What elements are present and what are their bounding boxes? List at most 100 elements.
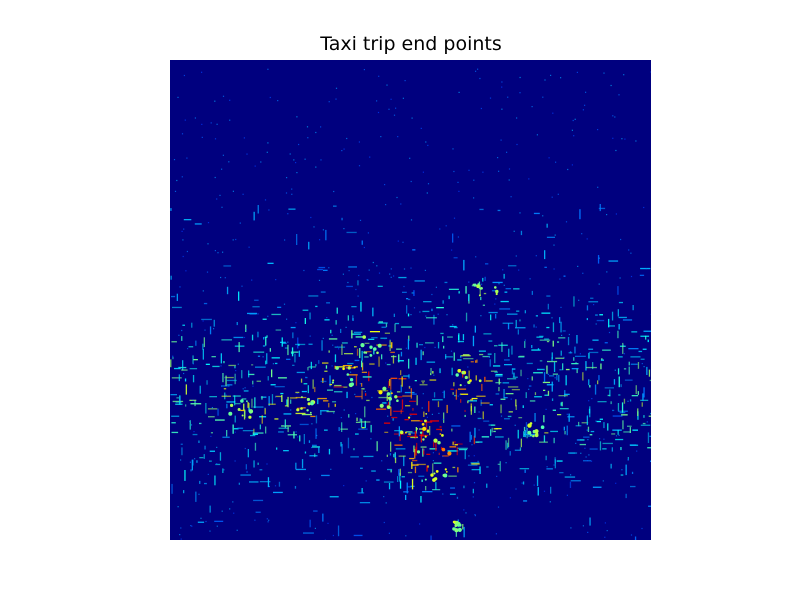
heat-cell (463, 358, 474, 360)
heat-cell (298, 143, 300, 146)
heat-cell (171, 341, 177, 343)
heat-cell (201, 123, 203, 125)
heat-cell (203, 302, 208, 305)
heat-cell (546, 326, 550, 329)
heat-cell (617, 309, 619, 317)
heat-cell (475, 360, 477, 363)
heat-cell (623, 398, 626, 404)
heat-cell (474, 514, 476, 516)
heat-cell (457, 388, 467, 390)
heat-cell (376, 100, 378, 102)
heat-hotspot (388, 397, 392, 401)
heat-cell (252, 385, 254, 387)
heat-cell (193, 359, 198, 361)
heat-cell (347, 362, 354, 365)
heat-hotspot (240, 399, 244, 403)
heat-cell (585, 456, 587, 458)
heat-cell (464, 385, 466, 387)
heat-cell (410, 388, 412, 399)
heat-cell (246, 470, 248, 473)
heat-cell (604, 387, 614, 389)
heat-cell (274, 362, 278, 365)
heat-cell (215, 463, 221, 466)
heat-cell (553, 268, 555, 270)
heat-cell (345, 326, 347, 328)
heat-cell (627, 400, 629, 402)
heat-cell (405, 535, 407, 537)
heat-cell (254, 519, 256, 521)
heat-cell (319, 239, 321, 241)
heat-hotspot (458, 523, 462, 527)
heat-cell (494, 345, 498, 347)
heat-cell (612, 415, 623, 417)
heat-cell (270, 384, 276, 386)
heat-cell (353, 331, 363, 333)
heat-cell (589, 385, 591, 388)
heat-cell (202, 290, 204, 292)
heat-cell (619, 277, 621, 279)
heat-cell (269, 96, 271, 99)
heat-cell (170, 275, 172, 280)
heat-cell (335, 98, 337, 100)
heat-cell (622, 319, 633, 321)
heat-cell (222, 436, 230, 438)
heat-cell (296, 234, 298, 245)
heat-cell (472, 496, 474, 498)
heat-cell (519, 355, 525, 357)
heat-cell (628, 366, 630, 375)
heat-cell (563, 356, 565, 358)
heat-cell (386, 84, 388, 86)
heat-hotspot (527, 430, 532, 435)
heat-cell (558, 374, 560, 382)
heat-cell (453, 257, 458, 259)
heat-cell (511, 345, 513, 355)
heat-cell (475, 70, 477, 72)
heat-cell (296, 371, 305, 374)
heat-cell (221, 206, 223, 208)
heat-cell (407, 471, 413, 474)
heat-cell (371, 337, 378, 339)
heat-cell (471, 285, 475, 287)
heat-cell (471, 469, 481, 471)
heat-cell (539, 335, 544, 337)
heat-cell (295, 412, 306, 415)
heat-cell (362, 376, 372, 378)
heat-cell (630, 363, 638, 365)
heat-cell (233, 512, 235, 514)
heat-cell (630, 275, 633, 278)
heat-cell (456, 496, 459, 499)
heat-cell (405, 431, 413, 433)
heat-cell (642, 393, 644, 402)
heat-cell (181, 176, 183, 178)
heat-cell (341, 422, 343, 432)
heat-cell (414, 466, 417, 474)
heat-cell (421, 479, 423, 482)
heat-cell (194, 117, 196, 119)
heat-cell (213, 319, 215, 327)
heat-cell (309, 335, 311, 337)
heat-cell (283, 424, 286, 426)
heat-cell (646, 366, 648, 375)
heat-cell (287, 434, 297, 436)
heat-cell (334, 384, 342, 387)
heat-cell (229, 508, 231, 510)
heat-cell (582, 525, 584, 527)
heat-cell (271, 313, 281, 316)
heat-cell (558, 395, 568, 397)
heat-cell (191, 322, 193, 328)
heat-hotspot (405, 431, 407, 434)
heat-cell (465, 286, 467, 294)
heat-cell (330, 329, 332, 334)
heat-cell (449, 446, 457, 448)
heat-cell (383, 521, 385, 524)
heat-hotspot (433, 438, 438, 443)
heat-cell (442, 391, 444, 393)
heat-hotspot (362, 335, 366, 339)
heat-cell (189, 420, 191, 423)
heat-hotspot (455, 373, 459, 377)
heat-cell (315, 166, 317, 168)
heat-cell (340, 328, 342, 333)
heat-cell (579, 443, 586, 446)
heat-cell (393, 453, 395, 458)
heat-cell (501, 342, 503, 352)
